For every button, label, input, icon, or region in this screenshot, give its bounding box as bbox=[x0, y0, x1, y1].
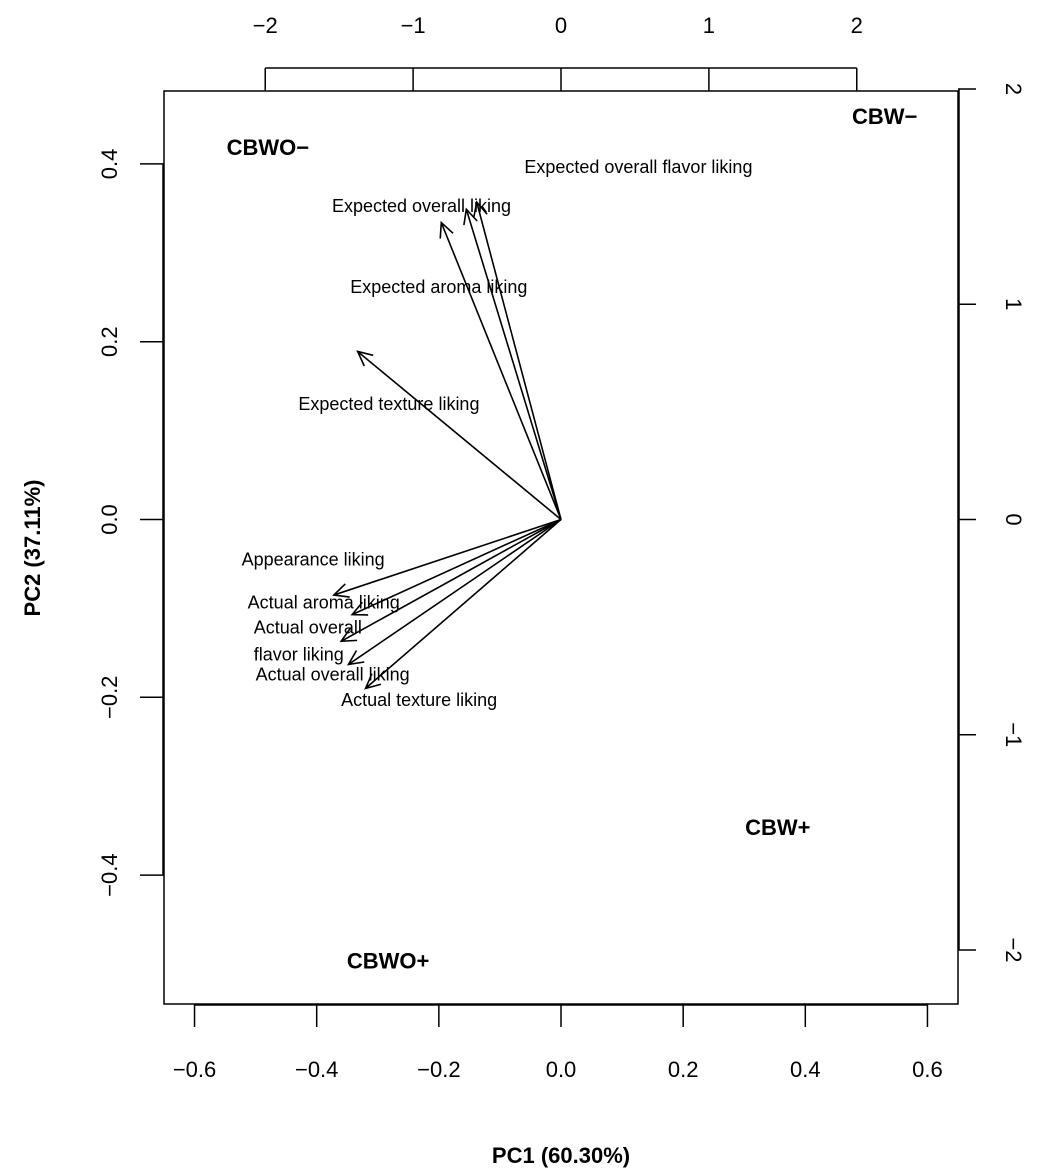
loading-arrow bbox=[356, 350, 562, 521]
loading-arrow bbox=[364, 518, 562, 690]
x-tick-label: 0.6 bbox=[912, 1057, 943, 1082]
right-axis: −2 −1 0 1 2 bbox=[958, 83, 1026, 963]
right-tick-label: 2 bbox=[1001, 83, 1026, 95]
x-tick-label: −0.6 bbox=[173, 1057, 216, 1082]
right-tick-label: 1 bbox=[1001, 298, 1026, 310]
plot-frame bbox=[163, 90, 959, 1005]
top-tick-label: 1 bbox=[703, 13, 715, 38]
variable-labels: Expected overall flavor liking Expected o… bbox=[242, 157, 753, 710]
top-tick-label: 0 bbox=[555, 13, 567, 38]
variable-label: Expected aroma liking bbox=[350, 277, 527, 297]
variable-label: Actual texture liking bbox=[341, 690, 497, 710]
x-tick-label: 0.4 bbox=[790, 1057, 821, 1082]
top-axis: −2 −1 0 1 2 bbox=[253, 13, 863, 91]
x-tick-label: 0.2 bbox=[668, 1057, 699, 1082]
right-tick-label: −1 bbox=[1001, 722, 1026, 747]
observation-labels: CBWO− CBW− CBW+ CBWO+ bbox=[227, 104, 918, 974]
top-tick-label: −1 bbox=[401, 13, 426, 38]
variable-label: Actual overall flavor liking bbox=[254, 617, 362, 664]
loading-arrow bbox=[439, 220, 562, 520]
variable-label: Actual aroma liking bbox=[248, 592, 400, 612]
variable-label: Appearance liking bbox=[242, 550, 385, 570]
variable-label: Expected overall flavor liking bbox=[524, 157, 752, 177]
right-tick-label: −2 bbox=[1001, 937, 1026, 962]
loading-arrow bbox=[339, 518, 562, 643]
variable-label: Expected overall liking bbox=[332, 196, 511, 216]
x-axis-title: PC1 (60.30%) bbox=[492, 1143, 630, 1168]
top-tick-label: 2 bbox=[851, 13, 863, 38]
top-tick-label: −2 bbox=[253, 13, 278, 38]
observation-label: CBWO+ bbox=[347, 948, 430, 973]
observation-label: CBW+ bbox=[745, 815, 810, 840]
y-tick-label: 0.2 bbox=[97, 326, 122, 357]
y-tick-label: 0.0 bbox=[97, 504, 122, 535]
loading-arrow bbox=[346, 518, 562, 666]
loading-arrow bbox=[463, 207, 562, 520]
loading-arrows bbox=[332, 200, 562, 690]
loading-arrow bbox=[472, 200, 562, 520]
right-tick-label: 0 bbox=[1001, 513, 1026, 525]
loading-arrow bbox=[332, 518, 562, 598]
y-tick-label: 0.4 bbox=[97, 149, 122, 180]
observation-label: CBWO− bbox=[227, 135, 310, 160]
x-tick-label: 0.0 bbox=[546, 1057, 577, 1082]
observation-label: CBW− bbox=[852, 104, 917, 129]
x-tick-label: −0.2 bbox=[417, 1057, 460, 1082]
y-tick-label: −0.2 bbox=[97, 676, 122, 719]
y-tick-label: −0.4 bbox=[97, 853, 122, 896]
variable-label: Actual overall liking bbox=[256, 664, 410, 684]
y-axis-title: PC2 (37.11%) bbox=[20, 480, 45, 617]
variable-label: Expected texture liking bbox=[298, 394, 479, 414]
loading-arrow bbox=[350, 518, 562, 616]
left-axis: −0.4 −0.2 0.0 0.2 0.4 bbox=[97, 149, 164, 897]
bottom-axis: −0.6 −0.4 −0.2 0.0 0.2 0.4 0.6 bbox=[173, 1004, 943, 1082]
x-tick-label: −0.4 bbox=[295, 1057, 338, 1082]
